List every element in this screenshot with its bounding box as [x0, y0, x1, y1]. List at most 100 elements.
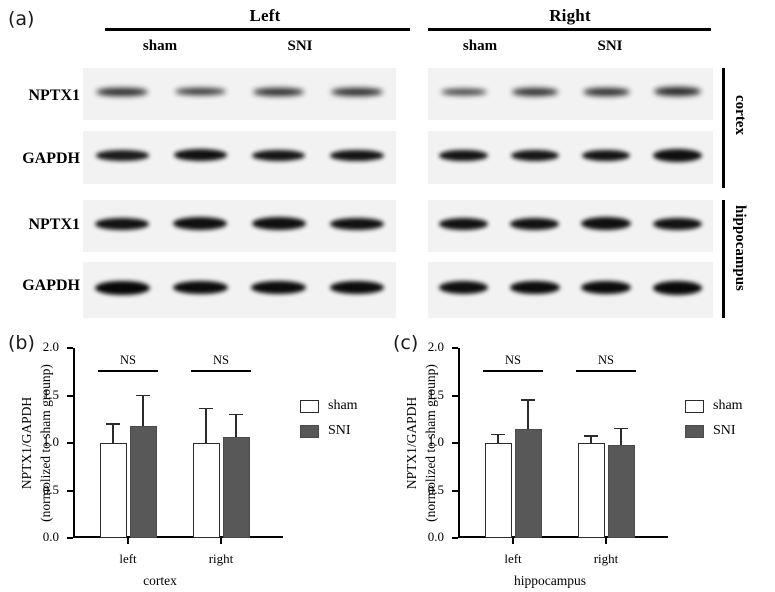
panel-b-errorbar-cap-left-sham [106, 423, 120, 425]
panel-a-label: (a) [8, 8, 35, 30]
blot-lane [318, 200, 396, 252]
panel-c-bar-right-SNI [607, 444, 635, 538]
blot-band [438, 281, 489, 295]
blot-band [329, 217, 384, 231]
blot-strip-nptx1-cortex-left [83, 68, 396, 120]
panel-b-legend-label-sham: sham [328, 398, 358, 413]
blot-lane [428, 131, 499, 184]
blot-row-label-gapdh-cortex: GAPDH [22, 150, 80, 167]
condition-label-right-sham: sham [462, 38, 498, 54]
panel-c-y-tick: 0.5 [428, 482, 458, 497]
blot-lane [318, 68, 396, 120]
region-label-cortex: cortex [732, 95, 748, 135]
blot-lane [428, 262, 499, 318]
panel-c-y-tick: 2.0 [428, 339, 458, 354]
blot-lane [161, 68, 239, 120]
blot-lane [83, 200, 161, 252]
legend-swatch-sni-icon [685, 424, 704, 438]
panel-b-errorbar-left-SNI [142, 394, 144, 426]
blot-lane [318, 262, 396, 318]
panel-b-errorbar-right-sham [205, 407, 207, 443]
group-header-left: Left [249, 6, 281, 25]
blot-lane [571, 131, 642, 184]
panel-c-legend-item-sham: sham [685, 398, 743, 414]
panel-c-errorbar-right-SNI [620, 427, 622, 445]
panel-b-y-axis [73, 348, 75, 538]
panel-c-x-axis [458, 536, 668, 538]
legend-swatch-sham-icon [300, 399, 319, 413]
blot-band [581, 281, 631, 295]
blot-lane [571, 68, 642, 120]
blot-lane [240, 131, 318, 184]
blot-band [252, 87, 305, 96]
panel-b-ns-label-left: NS [120, 352, 136, 367]
blot-band [331, 87, 383, 96]
panel-b-legend: sham SNI [300, 398, 358, 448]
panel-c-x-tick-label-left: left [504, 551, 522, 566]
panel-b-bar-right-sham [192, 443, 220, 538]
blot-band [94, 280, 150, 295]
blot-lane [240, 68, 318, 120]
panel-b-bar-right-SNI [222, 437, 250, 538]
panel-b-errorbar-left-sham [112, 423, 114, 443]
blot-band [652, 280, 703, 295]
panel-c-errorbar-left-sham [497, 433, 499, 443]
blot-lane [499, 68, 570, 120]
panel-c-errorbar-cap-left-SNI [521, 399, 535, 401]
condition-label-left-sham: sham [142, 38, 178, 54]
panel-c-bar-chart: (c) NPTX1/GAPDH (normolized to sham grou… [385, 330, 775, 592]
blot-band [510, 217, 560, 230]
panel-c-ns-line-right [576, 369, 636, 372]
blot-lane [428, 68, 499, 120]
blot-lane [318, 131, 396, 184]
blot-band [173, 281, 228, 295]
panel-c-ns-label-left: NS [505, 352, 521, 367]
blot-lane [240, 200, 318, 252]
blot-band [652, 148, 702, 162]
panel-b-x-tick: left [119, 538, 137, 566]
blot-strip-gapdh-cortex-right [428, 131, 713, 184]
panel-c-plot-area: 0.0 0.5 1.0 1.5 2.0 left NS right NS [428, 339, 668, 566]
panel-b-y-tick: 1.5 [43, 387, 73, 402]
panel-c-y-tick: 1.0 [428, 434, 458, 449]
panel-c-y-tick-label: 0.5 [427, 481, 444, 497]
condition-label-left-sni: SNI [287, 38, 313, 54]
panel-b-y-tick: 1.0 [43, 434, 73, 449]
blot-band [439, 149, 488, 162]
panel-b-bar-left-SNI [129, 425, 157, 538]
panel-b-x-axis-label: cortex [143, 573, 177, 588]
blot-lane [428, 200, 499, 252]
panel-b-legend-label-sni: SNI [328, 423, 351, 438]
blot-band [96, 87, 148, 97]
panel-b-y-tick-label: 1.5 [42, 386, 59, 402]
panel-c-bar-left-sham [484, 443, 512, 538]
blot-strip-nptx1-hippocampus-right [428, 200, 713, 252]
panel-c-errorbar-left-SNI [527, 399, 529, 429]
blot-band [581, 217, 631, 231]
blot-lane [571, 200, 642, 252]
blot-lane [161, 131, 239, 184]
panel-c-legend-label-sni: SNI [713, 423, 736, 438]
panel-b-y-tick: 0.0 [43, 529, 73, 544]
blot-lane [642, 131, 713, 184]
blot-row-label-nptx1-hippocampus: NPTX1 [28, 216, 80, 233]
panel-b-errorbar-right-SNI [235, 413, 237, 438]
panel-c-errorbar-cap-right-sham [584, 435, 598, 437]
blot-lane [642, 68, 713, 120]
blot-strip-gapdh-hippocampus-left [83, 262, 396, 318]
legend-swatch-sni-icon [300, 424, 319, 438]
blot-row-label-gapdh-hippocampus: GAPDH [22, 277, 80, 294]
panel-c-y-tick: 0.0 [428, 529, 458, 544]
panel-c-bar-left-SNI [514, 428, 542, 538]
panel-c-x-tick: left [504, 538, 522, 566]
panel-b-x-tick: right [209, 538, 233, 566]
blot-lane [83, 68, 161, 120]
panel-b-y-tick-label: 1.0 [42, 434, 59, 449]
panel-c-x-axis-label: hippocampus [514, 573, 586, 588]
panel-b-ns-line-right [191, 369, 251, 372]
blot-lane [499, 131, 570, 184]
panel-b-legend-item-sni: SNI [300, 423, 358, 439]
blot-lane [83, 131, 161, 184]
panel-c-x-tick-label-right: right [593, 551, 619, 566]
group-header-right: Right [549, 6, 591, 25]
